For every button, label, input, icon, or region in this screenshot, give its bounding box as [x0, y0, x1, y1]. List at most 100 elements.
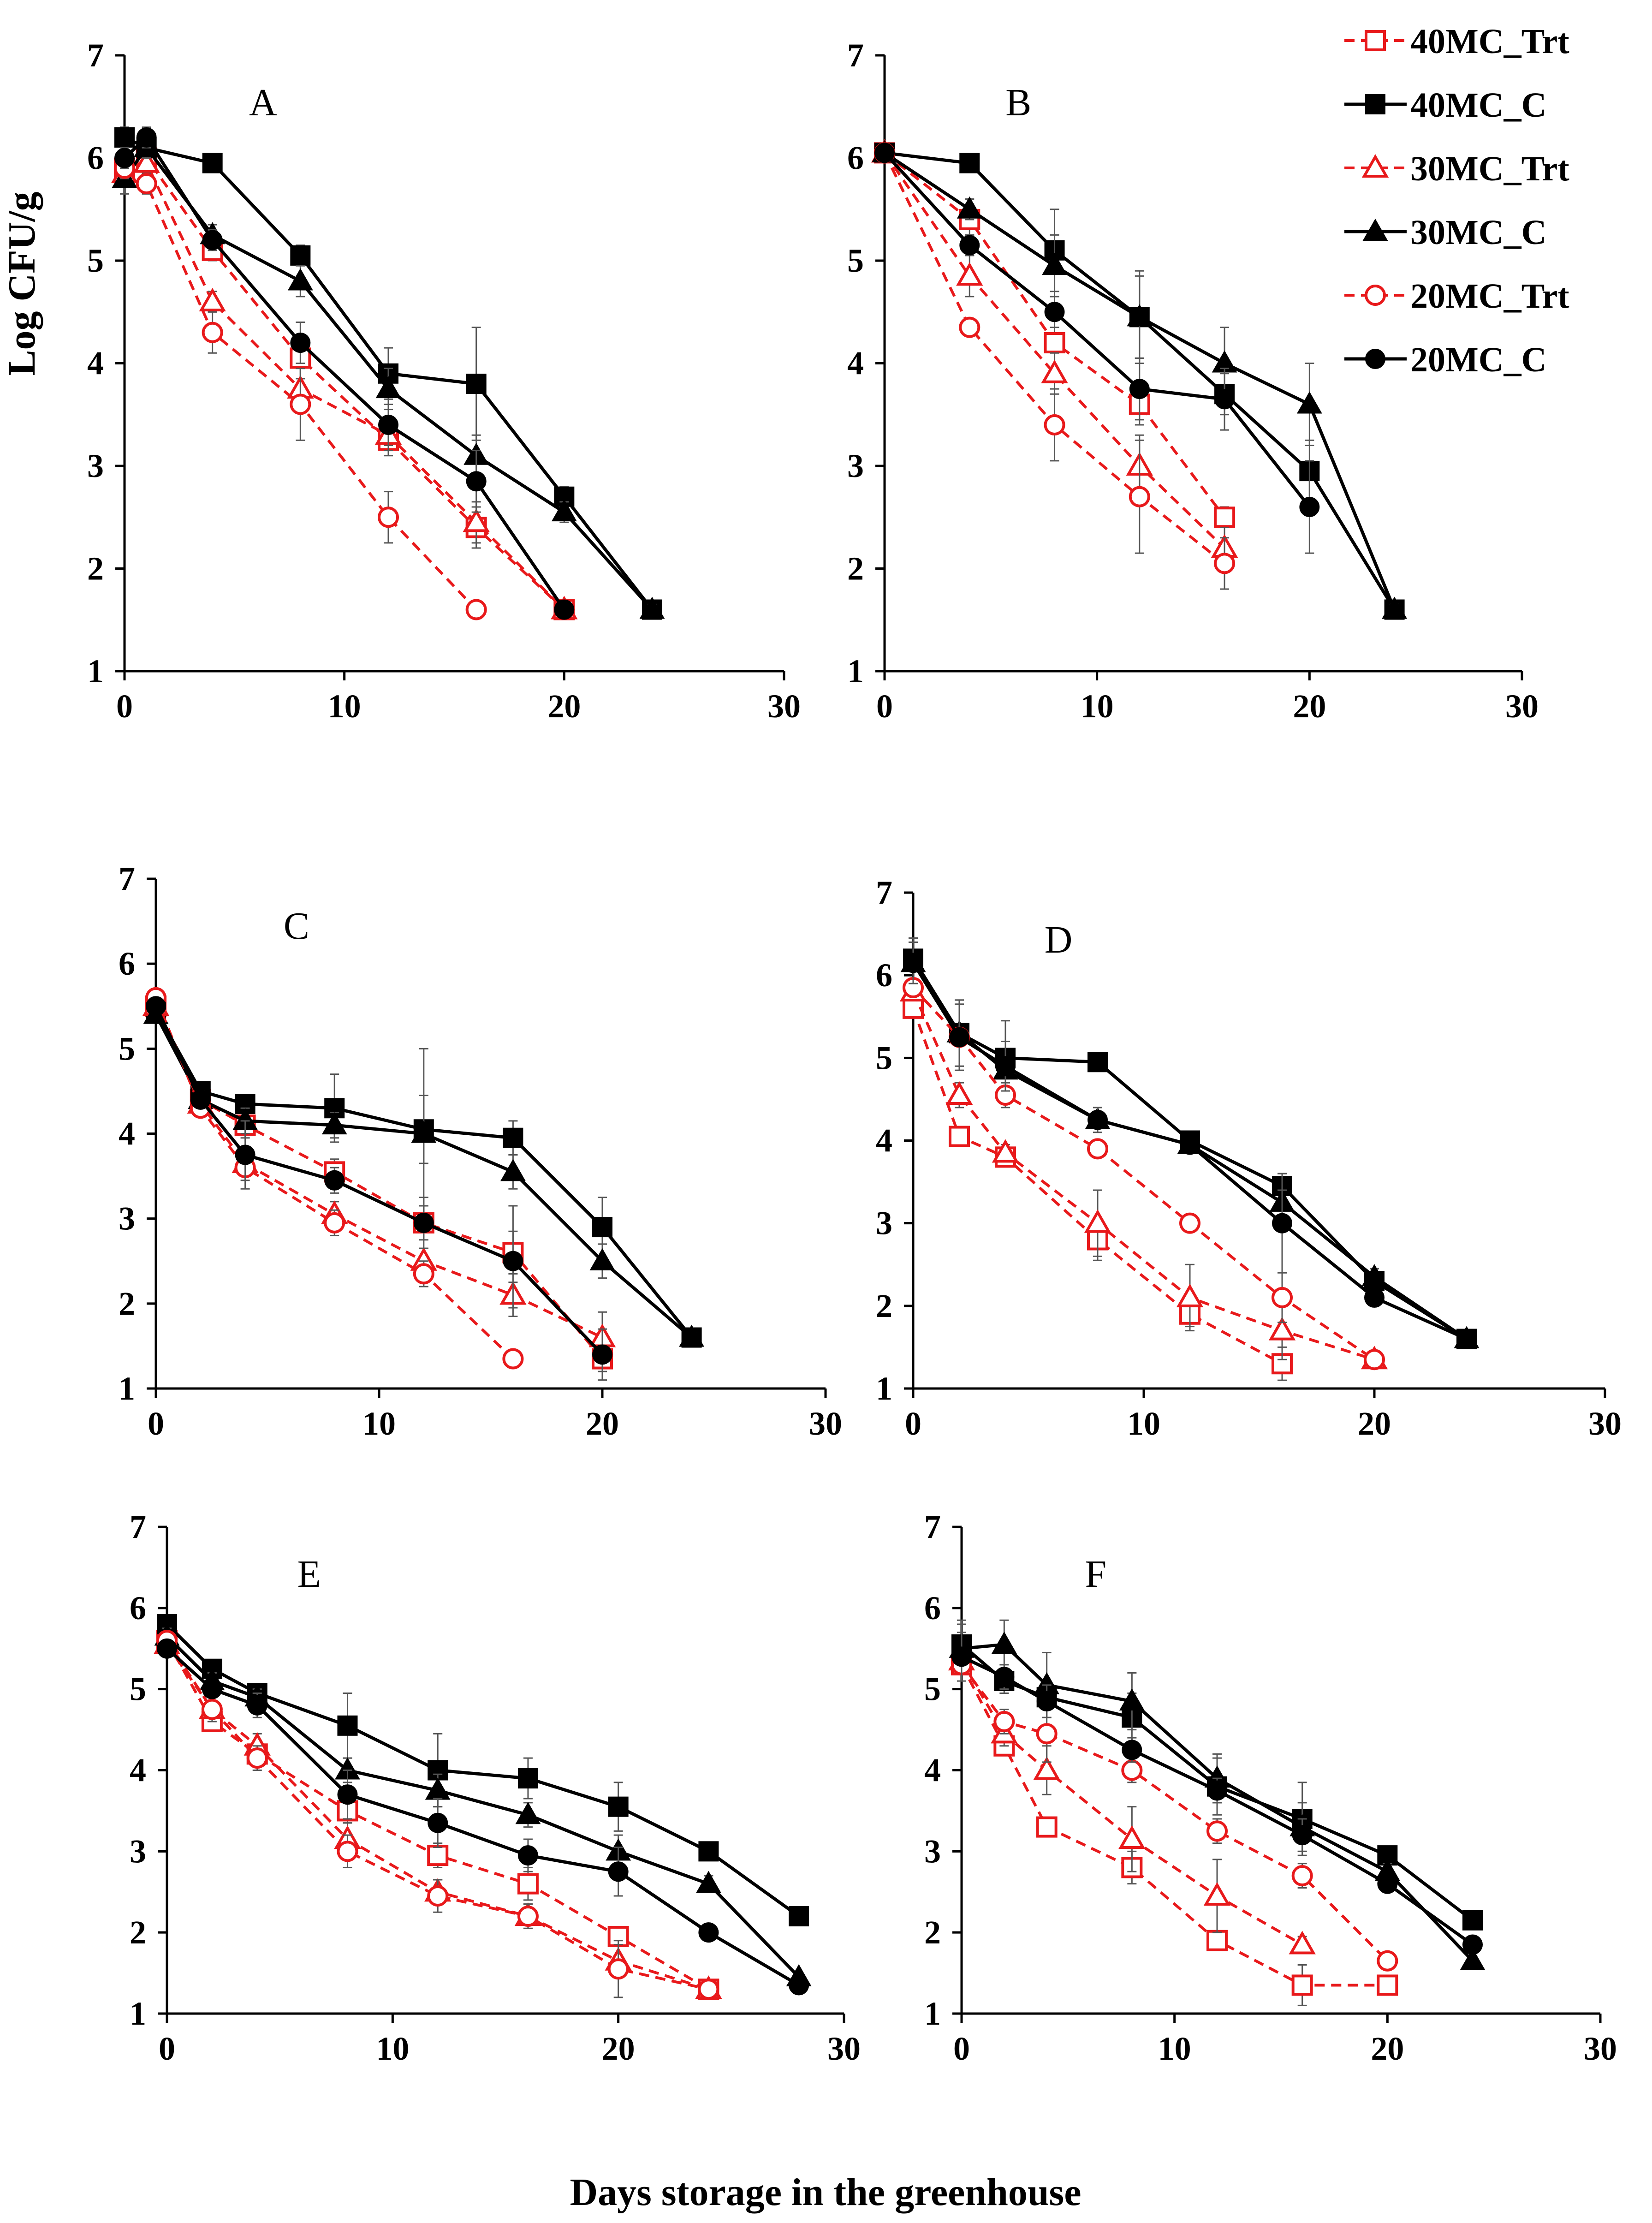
data-point — [1289, 1931, 1316, 1955]
series-20mc_c — [903, 942, 1477, 1349]
data-point — [1460, 1948, 1486, 1970]
y-tick-label: 3 — [924, 1833, 941, 1870]
data-point — [324, 1212, 345, 1234]
data-point — [465, 599, 487, 620]
y-axis-title: Log CFU/g — [0, 192, 43, 376]
chart-panel-b: 1 2 3 4 5 6 7 0 10 20 30 B — [847, 37, 1539, 725]
y-tick-label: 5 — [924, 1671, 941, 1708]
data-point — [695, 1871, 721, 1893]
data-point — [517, 1845, 538, 1866]
data-point — [1206, 1820, 1228, 1842]
x-tick-label: 10 — [1127, 1405, 1160, 1442]
data-point — [1214, 507, 1236, 528]
data-point — [114, 127, 135, 148]
y-tick-label: 5 — [119, 1030, 135, 1067]
legend-label: 40MC_C — [1410, 86, 1547, 125]
x-tick-label: 0 — [953, 2030, 970, 2067]
legend-label: 30MC_Trt — [1410, 149, 1569, 188]
y-tick-label: 4 — [924, 1752, 941, 1789]
data-point — [378, 415, 398, 435]
data-point — [1121, 1759, 1143, 1781]
series-20mc_trt — [903, 977, 1385, 1371]
y-tick-label: 5 — [87, 242, 104, 279]
data-point — [639, 596, 665, 619]
series-20mc_trt — [156, 1630, 719, 2000]
series-30mc_trt — [899, 977, 1388, 1370]
data-point — [1044, 332, 1065, 353]
chart-panel-f: 1 2 3 4 5 6 7 0 10 20 30 F — [924, 1508, 1617, 2067]
series-20mc_c — [146, 996, 612, 1381]
series-line — [124, 161, 565, 611]
x-tick-label: 0 — [148, 1405, 164, 1442]
data-point — [1207, 1780, 1227, 1801]
data-point — [375, 376, 401, 399]
data-point — [991, 1631, 1017, 1654]
data-point — [992, 1139, 1019, 1163]
legend-item-40mc_c: 40MC_C — [1344, 86, 1547, 125]
x-tick-label: 10 — [1158, 2030, 1191, 2067]
data-point — [1036, 1691, 1057, 1712]
data-point — [247, 1695, 267, 1716]
data-point — [1044, 414, 1065, 435]
data-point — [1129, 379, 1150, 399]
data-point — [1087, 1138, 1108, 1160]
data-point — [337, 1841, 358, 1862]
data-point — [1377, 1873, 1398, 1894]
series-line — [960, 1664, 1388, 1987]
data-point — [993, 1711, 1015, 1732]
data-point — [554, 486, 575, 507]
y-tick-label: 3 — [130, 1833, 146, 1870]
chart-panel-d: 1 2 3 4 5 6 7 0 10 20 30 D — [876, 874, 1622, 1442]
data-point — [1041, 359, 1068, 383]
series-line — [154, 1005, 604, 1356]
x-axis-title: Days storage in the greenhouse — [570, 2171, 1081, 2214]
data-point — [1087, 1109, 1108, 1130]
data-point — [1127, 304, 1153, 327]
x-tick-label: 0 — [905, 1405, 921, 1442]
data-point — [1361, 1264, 1387, 1287]
data-point — [1118, 1825, 1146, 1849]
data-point — [290, 333, 311, 353]
data-point — [949, 1126, 970, 1147]
y-tick-label: 6 — [847, 140, 864, 177]
y-tick-label: 6 — [876, 957, 892, 994]
series-40mc_c — [157, 1614, 809, 1926]
x-tick-label: 30 — [809, 1405, 842, 1442]
y-tick-label: 2 — [119, 1285, 135, 1322]
data-point — [337, 1784, 358, 1805]
legend-item-30mc_c: 30MC_C — [1344, 213, 1547, 252]
y-tick-label: 1 — [119, 1370, 135, 1407]
data-point — [517, 1768, 538, 1789]
data-point — [427, 1845, 449, 1866]
data-point — [1179, 1212, 1200, 1234]
y-tick-label: 1 — [130, 1995, 146, 2032]
data-point — [201, 1699, 223, 1720]
y-tick-label: 2 — [87, 550, 104, 587]
data-point — [698, 1922, 719, 1943]
x-tick-label: 20 — [586, 1405, 619, 1442]
data-point — [551, 499, 577, 522]
x-tick-label: 30 — [767, 688, 801, 725]
x-tick-label: 0 — [876, 688, 893, 725]
y-tick-label: 7 — [847, 37, 864, 74]
series-30mc_trt — [142, 992, 616, 1364]
data-point — [321, 1112, 347, 1135]
panel-label: C — [284, 905, 309, 948]
data-point — [428, 1812, 448, 1833]
y-tick-label: 5 — [130, 1671, 146, 1708]
x-tick-label: 20 — [1358, 1405, 1391, 1442]
y-tick-label: 3 — [876, 1205, 892, 1242]
data-point — [949, 1027, 969, 1048]
data-point — [466, 374, 487, 394]
y-tick-label: 7 — [876, 874, 892, 911]
panel-label: E — [297, 1553, 321, 1596]
series-line — [155, 997, 514, 1360]
y-tick-label: 2 — [130, 1914, 146, 1951]
data-point — [995, 1056, 1016, 1077]
data-point — [1268, 1317, 1296, 1341]
legend-label: 40MC_Trt — [1410, 22, 1569, 61]
data-point — [1291, 1865, 1313, 1887]
legend-label: 30MC_C — [1410, 213, 1547, 252]
data-point — [1364, 1287, 1385, 1308]
